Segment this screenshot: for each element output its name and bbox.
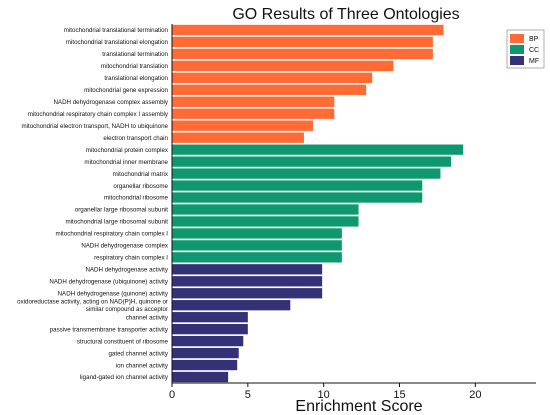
bar-bp <box>172 36 433 48</box>
category-label: NADH dehydrogenase complex <box>81 243 169 250</box>
category-label: channel activity <box>126 314 169 321</box>
legend-swatch-bp <box>510 34 524 43</box>
category-label: NADH dehydrogenase (quinone) activity <box>58 290 169 297</box>
category-label: mitochondrial inner membrane <box>84 159 168 166</box>
category-label: mitochondrial matrix <box>113 171 169 178</box>
bar-cc <box>172 156 452 167</box>
x-tick-label: 20 <box>469 389 481 401</box>
legend-label-cc: CC <box>529 47 539 54</box>
category-label: translational elongation <box>104 75 168 82</box>
legend-swatch-mf <box>510 56 524 65</box>
bar-mf <box>172 335 244 347</box>
x-tick-label: 15 <box>393 389 405 401</box>
category-labels: mitochondrial translational termination m… <box>17 27 169 381</box>
bar-bp <box>172 96 335 107</box>
category-label: NADH dehydrogenase complex assembly <box>53 99 168 106</box>
bar-mf <box>172 371 229 383</box>
category-label: ligand-gated ion channel activity <box>80 374 169 381</box>
category-label: mitochondrial translational termination <box>64 27 169 34</box>
x-tick-label: 0 <box>169 389 175 401</box>
chart-title: GO Results of Three Ontologies <box>232 6 459 23</box>
bar-mf <box>172 347 239 359</box>
x-tick-label: 10 <box>318 389 330 401</box>
bar-mf <box>172 264 323 275</box>
legend: BP CC MF <box>506 29 545 69</box>
x-axis-label: Enrichment Score <box>295 398 422 415</box>
category-label: passive transmembrane transporter activi… <box>50 326 169 333</box>
bar-cc <box>172 204 359 215</box>
bar-cc <box>172 192 423 203</box>
bar-cc <box>172 240 342 251</box>
category-label: ion channel activity <box>116 362 169 369</box>
bar-cc <box>172 216 359 227</box>
bar-bp <box>172 24 444 36</box>
category-label: mitochondrial large ribosomal subunit <box>66 219 169 226</box>
bar-bp <box>172 108 335 119</box>
bars-layer <box>172 24 464 383</box>
bar-cc <box>172 168 441 179</box>
bar-mf <box>172 324 248 335</box>
bar-bp <box>172 72 373 83</box>
category-label: NADH dehydrogenase (ubiquinone) activity <box>49 278 169 285</box>
category-label: mitochondrial ribosome <box>104 195 169 202</box>
category-label: mitochondrial translation <box>101 63 169 70</box>
bar-mf <box>172 359 238 371</box>
x-axis-ticks: 0 5 10 15 20 <box>169 383 481 401</box>
bar-cc <box>172 144 464 155</box>
bar-bp <box>172 84 367 95</box>
category-label: gated channel activity <box>108 350 168 357</box>
bar-cc <box>172 180 423 191</box>
bar-mf <box>172 276 323 287</box>
category-label: NADH dehydrogenase activity <box>85 267 168 274</box>
category-label: organellar large ribosomal subunit <box>75 207 168 214</box>
legend-swatch-cc <box>510 45 524 54</box>
bar-bp <box>172 132 304 143</box>
bar-mf <box>172 288 323 299</box>
category-label: mitochondrial respiratory chain complex … <box>28 111 169 118</box>
bar-bp <box>172 60 394 72</box>
category-label: mitochondrial translational elongation <box>66 39 169 46</box>
x-tick-label: 5 <box>245 389 251 401</box>
category-label: mitochondrial electron transport, NADH t… <box>21 123 168 130</box>
legend-label-mf: MF <box>529 58 539 65</box>
bar-cc <box>172 228 342 239</box>
category-label: organellar ribosome <box>113 183 168 190</box>
bar-bp <box>172 120 314 131</box>
category-label: respiratory chain complex I <box>94 255 168 262</box>
category-label: oxidoreductase activity, acting on NAD(P… <box>17 299 168 313</box>
bar-cc <box>172 252 342 263</box>
category-label: translational termination <box>102 51 168 58</box>
bar-mf <box>172 312 248 323</box>
category-label: structural constituent of ribosome <box>77 338 169 345</box>
category-label: mitochondrial respiratory chain complex … <box>56 231 169 238</box>
legend-label-bp: BP <box>529 36 539 43</box>
category-label: mitochondrial protein complex <box>86 147 169 154</box>
category-label: electron transport chain <box>103 135 168 142</box>
category-label: mitochondrial gene expression <box>84 87 168 94</box>
bar-mf <box>172 300 291 311</box>
bar-bp <box>172 48 433 60</box>
